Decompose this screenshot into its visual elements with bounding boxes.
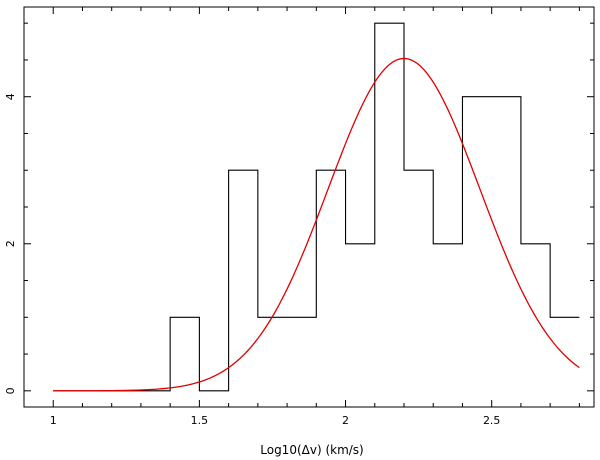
x-tick-label: 2.5 xyxy=(483,414,501,427)
x-tick-label: 1 xyxy=(50,414,57,427)
histogram-series xyxy=(53,22,580,392)
y-tick-label: 0 xyxy=(4,387,17,394)
gaussian-fit-curve xyxy=(53,57,580,392)
axis-tick-labels: 1 1.5 2 2.5 0 2 4 xyxy=(4,93,500,427)
axis-ticks xyxy=(24,7,594,407)
plot-border xyxy=(23,6,595,408)
y-tick-label: 4 xyxy=(4,93,17,100)
x-tick-label: 2 xyxy=(342,414,349,427)
x-tick-label: 1.5 xyxy=(191,414,209,427)
x-axis-label: Log10(Δv) (km/s) xyxy=(260,443,364,457)
plot-frame xyxy=(23,6,595,408)
y-tick-label: 2 xyxy=(4,240,17,247)
